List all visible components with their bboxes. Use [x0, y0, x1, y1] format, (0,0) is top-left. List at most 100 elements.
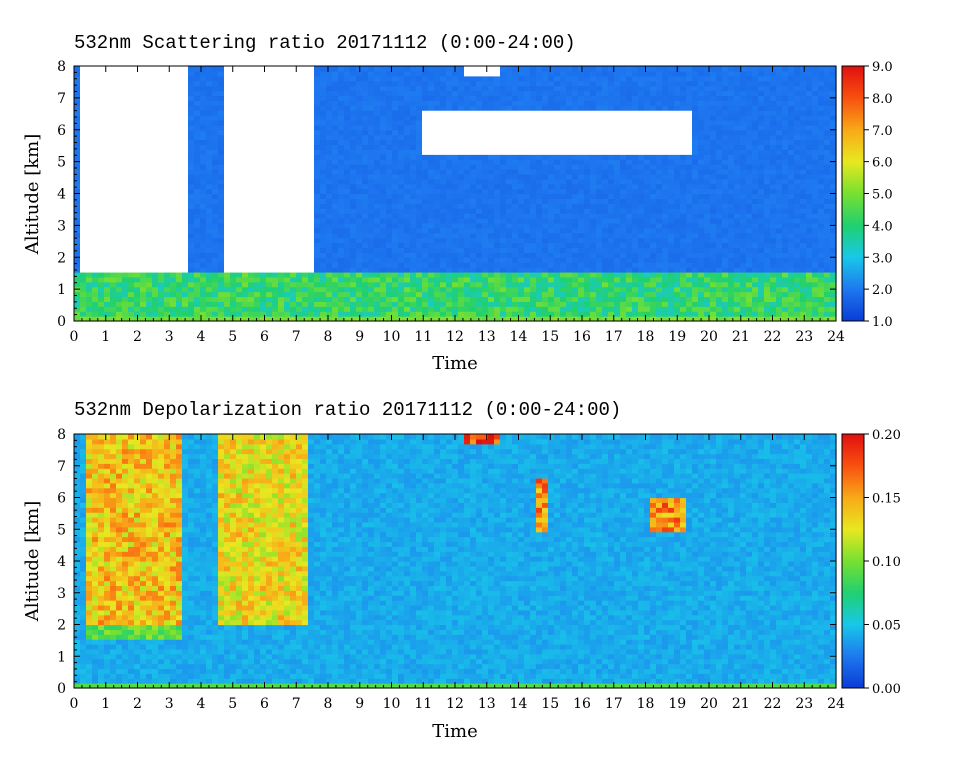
heatmap-cell — [278, 85, 285, 92]
heatmap-cell — [260, 316, 267, 322]
heatmap-cell — [566, 271, 573, 278]
heatmap-cell — [356, 85, 363, 92]
heatmap-cell — [332, 105, 339, 111]
heatmap-cell — [380, 213, 387, 219]
heatmap-cell — [134, 281, 141, 288]
heatmap-cell — [164, 227, 171, 234]
heatmap-cell — [512, 262, 519, 268]
heatmap-cell — [452, 183, 459, 190]
heatmap-cell — [506, 129, 513, 136]
heatmap-cell — [206, 222, 213, 229]
heatmap-cell — [506, 306, 513, 312]
heatmap-cell — [410, 213, 417, 219]
heatmap-cell — [152, 247, 159, 253]
heatmap-cell — [128, 85, 135, 92]
heatmap-cell — [356, 257, 363, 263]
heatmap-cell — [632, 311, 639, 317]
heatmap-cell — [464, 66, 471, 72]
heatmap-cell — [218, 203, 225, 209]
heatmap-cell — [476, 149, 483, 155]
heatmap-cell — [200, 247, 207, 253]
heatmap-cell — [218, 70, 225, 77]
heatmap-cell — [638, 119, 645, 126]
heatmap-cell — [392, 311, 399, 317]
heatmap-cell — [464, 291, 471, 298]
heatmap-cell — [248, 70, 255, 77]
heatmap-cell — [602, 178, 609, 185]
heatmap-cell — [596, 208, 603, 214]
heatmap-cell — [602, 90, 609, 97]
heatmap-cell — [374, 296, 381, 302]
heatmap-cell — [104, 80, 111, 87]
heatmap-cell — [344, 222, 351, 229]
heatmap-cell — [290, 144, 297, 150]
heatmap-cell — [482, 85, 489, 92]
heatmap-cell — [566, 105, 573, 111]
heatmap-cell — [644, 70, 651, 77]
heatmap-cell — [470, 75, 477, 82]
heatmap-cell — [476, 306, 483, 312]
heatmap-cell — [194, 90, 201, 97]
heatmap-cell — [482, 168, 489, 175]
heatmap-cell — [80, 110, 87, 116]
heatmap-cell — [476, 144, 483, 150]
heatmap-cell — [122, 183, 129, 190]
heatmap-cell — [410, 129, 417, 136]
heatmap-cell — [230, 296, 237, 302]
heatmap-cell — [158, 311, 165, 317]
heatmap-cell — [164, 129, 171, 136]
heatmap-cell — [362, 178, 369, 185]
heatmap-cell — [80, 193, 87, 199]
heatmap-cell — [380, 252, 387, 258]
heatmap-cell — [584, 110, 591, 116]
heatmap-cell — [524, 188, 531, 195]
heatmap-cell — [566, 100, 573, 106]
heatmap-cell — [86, 119, 93, 126]
heatmap-cell — [110, 119, 117, 126]
heatmap-cell — [92, 296, 99, 302]
heatmap-cell — [86, 232, 93, 239]
heatmap-cell — [518, 70, 525, 77]
heatmap-cell — [416, 257, 423, 263]
heatmap-cell — [284, 66, 291, 72]
heatmap-cell — [404, 198, 411, 204]
heatmap-cell — [638, 291, 645, 298]
heatmap-cell — [86, 301, 93, 307]
heatmap-cell — [146, 75, 153, 82]
heatmap-cell — [218, 85, 225, 92]
heatmap-cell — [530, 237, 537, 244]
heatmap-cell — [422, 296, 429, 302]
heatmap-cell — [230, 301, 237, 307]
heatmap-cell — [110, 105, 117, 111]
heatmap-cell — [176, 115, 183, 121]
heatmap-cell — [104, 115, 111, 121]
heatmap-cell — [158, 183, 165, 190]
heatmap-cell — [188, 198, 195, 204]
heatmap-cell — [128, 124, 135, 131]
heatmap-cell — [140, 105, 147, 111]
heatmap-cell — [464, 286, 471, 293]
heatmap-cell — [362, 66, 369, 72]
heatmap-cell — [230, 168, 237, 175]
heatmap-cell — [512, 124, 519, 131]
heatmap-cell — [572, 134, 579, 141]
heatmap-cell — [98, 105, 105, 111]
heatmap-cell — [536, 100, 543, 106]
heatmap-cell — [620, 276, 627, 283]
heatmap-cell — [638, 124, 645, 131]
heatmap-cell — [146, 168, 153, 175]
heatmap-cell — [236, 193, 243, 199]
heatmap-cell — [92, 85, 99, 92]
heatmap-cell — [248, 80, 255, 87]
heatmap-cell — [236, 227, 243, 234]
heatmap-cell — [416, 95, 423, 101]
heatmap-cell — [410, 173, 417, 180]
heatmap-cell — [554, 232, 561, 239]
heatmap-cell — [380, 281, 387, 288]
heatmap-cell — [440, 173, 447, 180]
heatmap-cell — [398, 296, 405, 302]
heatmap-cell — [644, 183, 651, 190]
heatmap-cell — [506, 90, 513, 97]
heatmap-cell — [284, 159, 291, 165]
heatmap-cell — [434, 154, 441, 160]
